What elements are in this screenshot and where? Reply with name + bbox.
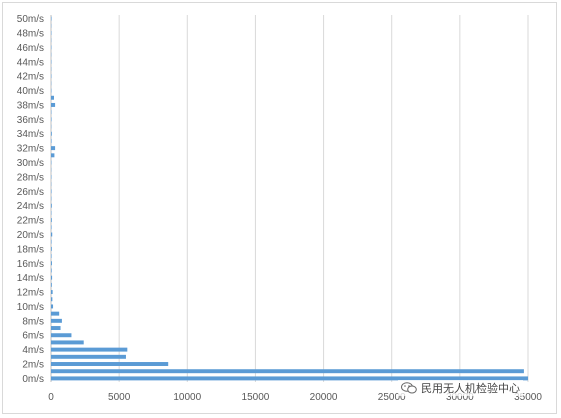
bar-38m-s — [51, 102, 56, 107]
bar-20m-s — [51, 232, 53, 237]
bar-6m-s — [51, 333, 72, 338]
y-tick-label: 50m/s — [17, 14, 44, 25]
bar-19m-s — [51, 239, 52, 244]
bar-17m-s — [51, 254, 52, 259]
bar-14m-s — [51, 275, 53, 280]
wechat-logo-icon — [401, 382, 417, 394]
bar-36m-s — [51, 117, 52, 122]
bar-3m-s — [51, 354, 126, 359]
bar-39m-s — [51, 95, 54, 100]
y-tick-label: 10m/s — [17, 302, 44, 313]
y-tick-label: 14m/s — [17, 273, 44, 284]
bar-10m-s — [51, 304, 54, 309]
bar-7m-s — [51, 326, 61, 331]
bar-11m-s — [51, 297, 53, 302]
y-tick-label: 28m/s — [17, 172, 44, 183]
y-tick-label: 6m/s — [22, 331, 44, 342]
bar-0m-s — [51, 376, 528, 381]
y-tick-label: 18m/s — [17, 244, 44, 255]
y-tick-label: 8m/s — [22, 316, 44, 327]
y-tick-label: 38m/s — [17, 100, 44, 111]
y-tick-label: 26m/s — [17, 187, 44, 198]
y-tick-label: 24m/s — [17, 201, 44, 212]
bar-9m-s — [51, 311, 60, 316]
y-tick-label: 34m/s — [17, 129, 44, 140]
bar-18m-s — [51, 246, 52, 251]
bar-26m-s — [51, 189, 52, 194]
bar-33m-s — [51, 138, 52, 143]
y-tick-label: 44m/s — [17, 57, 44, 68]
bar-16m-s — [51, 261, 52, 266]
y-tick-label: 40m/s — [17, 86, 44, 97]
x-tick-label: 25000 — [378, 392, 406, 403]
bar-1m-s — [51, 369, 524, 374]
bar-31m-s — [51, 153, 55, 158]
y-tick-label: 2m/s — [22, 360, 44, 371]
x-tick-label: 20000 — [310, 392, 338, 403]
x-tick-label: 15000 — [242, 392, 270, 403]
y-tick-label: 16m/s — [17, 259, 44, 270]
x-tick-label: 30000 — [446, 392, 474, 403]
watermark-text: 民用无人机检验中心 — [421, 382, 520, 395]
bar-5m-s — [51, 340, 84, 345]
y-tick-label: 0m/s — [22, 374, 44, 385]
bar-32m-s — [51, 146, 56, 151]
x-tick-label: 35000 — [514, 392, 542, 403]
bar-4m-s — [51, 347, 128, 352]
x-tick-label: 0 — [48, 392, 54, 403]
bar-21m-s — [51, 225, 52, 230]
bar-50m-s — [51, 16, 52, 21]
bar-2m-s — [51, 362, 169, 366]
bar-24m-s — [51, 203, 52, 208]
y-tick-label: 30m/s — [17, 158, 44, 169]
watermark: 民用无人机检验中心 — [398, 380, 523, 396]
y-tick-label: 20m/s — [17, 230, 44, 241]
bar-34m-s — [51, 131, 52, 136]
y-tick-label: 32m/s — [17, 144, 44, 155]
y-tick-label: 48m/s — [17, 28, 44, 39]
x-tick-label: 5000 — [108, 392, 131, 403]
bar-8m-s — [51, 318, 62, 323]
bar-13m-s — [51, 282, 52, 287]
y-tick-label: 46m/s — [17, 43, 44, 54]
y-tick-label: 12m/s — [17, 288, 44, 299]
y-tick-label: 36m/s — [17, 115, 44, 126]
x-tick-label: 10000 — [173, 392, 201, 403]
bar-22m-s — [51, 218, 52, 223]
y-tick-label: 4m/s — [22, 345, 44, 356]
y-tick-label: 22m/s — [17, 216, 44, 227]
y-tick-label: 42m/s — [17, 72, 44, 83]
chart-frame — [2, 2, 557, 414]
bar-15m-s — [51, 268, 52, 273]
bar-12m-s — [51, 290, 53, 295]
